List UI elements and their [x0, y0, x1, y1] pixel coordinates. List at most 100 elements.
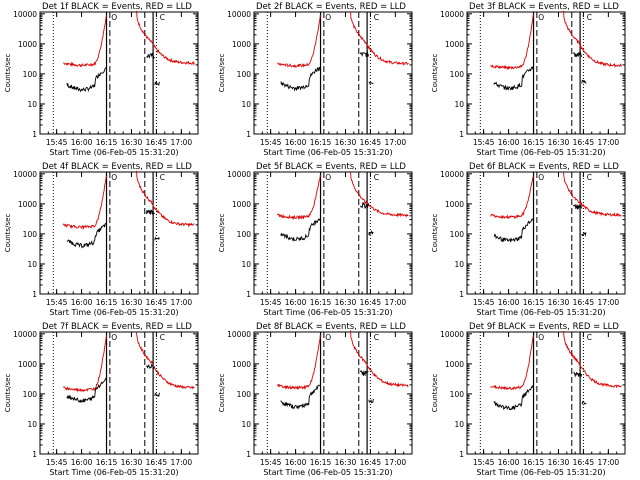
- lld-series-line: [563, 10, 622, 68]
- detector-panel: Det 2f BLACK = Events, RED = LLD 1 10 100 10…: [218, 2, 413, 157]
- y-tick-label: 10: [241, 100, 251, 109]
- x-tick-label: 17:00: [385, 458, 407, 467]
- lld-series-line: [276, 175, 321, 221]
- marker-c: C: [587, 13, 592, 22]
- lld-series-line: [350, 11, 409, 67]
- x-tick-label: 15:45: [473, 298, 495, 307]
- x-tick-label: 16:45: [360, 138, 382, 147]
- y-tick-label: 10000: [440, 330, 464, 339]
- x-tick-label: 16:45: [573, 138, 595, 147]
- panel-title: Det 5f BLACK = Events, RED = LLD: [256, 162, 406, 172]
- x-tick-label: 15:45: [260, 298, 282, 307]
- plot-frame: [39, 11, 199, 135]
- plot-frame: [39, 331, 199, 455]
- detector-panel: Det 4f BLACK = Events, RED = LLD 1 10 100 10…: [4, 162, 199, 317]
- y-tick-label: 1000: [445, 40, 464, 49]
- x-tick-label: 16:30: [335, 458, 357, 467]
- x-axis-label: Start Time (06-Feb-05 15:31:20): [476, 308, 605, 317]
- x-axis-label: Start Time (06-Feb-05 15:31:20): [263, 148, 392, 157]
- x-tick-label: 16:30: [335, 298, 357, 307]
- x-tick-label: 16:45: [146, 298, 168, 307]
- y-tick-label: 100: [237, 70, 252, 79]
- y-tick-label: 1000: [445, 360, 464, 369]
- lld-series-line: [563, 172, 622, 217]
- lld-series-line: [277, 14, 321, 68]
- y-axis-label: Counts/sec: [431, 54, 439, 93]
- events-series-line: [493, 66, 534, 91]
- marker-o: O: [325, 13, 331, 22]
- events-series-line: [154, 236, 160, 241]
- lld-series-line: [350, 330, 409, 388]
- panel-title: Det 4f BLACK = Events, RED = LLD: [42, 162, 192, 172]
- lld-series-line: [563, 330, 622, 389]
- x-tick-label: 17:00: [598, 458, 620, 467]
- events-series-line: [573, 371, 583, 378]
- x-tick-label: 16:15: [523, 138, 545, 147]
- y-tick-label: 100: [237, 390, 252, 399]
- detector-panel: Det 3f BLACK = Events, RED = LLD 1 10 100 10…: [431, 2, 626, 157]
- y-tick-label: 100: [450, 230, 465, 239]
- panel-title: Det 9f BLACK = Events, RED = LLD: [469, 322, 619, 332]
- x-tick-label: 16:45: [146, 138, 168, 147]
- events-series-line: [280, 66, 321, 92]
- events-series-line: [493, 218, 534, 243]
- y-axis-label: Counts/sec: [4, 214, 12, 253]
- x-tick-label: 15:45: [46, 458, 68, 467]
- marker-c: C: [374, 13, 379, 22]
- lld-series-line: [350, 172, 409, 218]
- x-tick-label: 15:45: [46, 138, 68, 147]
- x-tick-label: 15:45: [473, 138, 495, 147]
- plot-frame: [253, 171, 413, 295]
- events-series-line: [146, 52, 155, 60]
- events-series-line: [280, 217, 321, 242]
- x-tick-label: 17:00: [385, 138, 407, 147]
- y-tick-label: 1: [246, 290, 251, 299]
- y-tick-label: 1000: [18, 40, 37, 49]
- events-series-line: [368, 81, 374, 85]
- panel-title: Det 8f BLACK = Events, RED = LLD: [256, 322, 406, 332]
- detector-panel: Det 8f BLACK = Events, RED = LLD 1 10 100 10…: [218, 322, 413, 477]
- marker-c: C: [587, 173, 592, 182]
- y-tick-label: 10: [241, 260, 251, 269]
- x-tick-label: 16:30: [548, 138, 570, 147]
- y-tick-label: 100: [450, 390, 465, 399]
- panel-title: Det 7f BLACK = Events, RED = LLD: [42, 322, 192, 332]
- marker-o: O: [325, 333, 331, 342]
- lld-series-line: [136, 170, 195, 228]
- x-axis-label: Start Time (06-Feb-05 15:31:20): [476, 468, 605, 477]
- panel-title: Det 2f BLACK = Events, RED = LLD: [256, 2, 406, 12]
- plot-frame: [466, 11, 626, 135]
- events-series-line: [154, 80, 160, 87]
- y-tick-label: 100: [23, 230, 38, 239]
- events-series-line: [359, 50, 370, 57]
- x-tick-label: 16:00: [285, 298, 307, 307]
- events-series-line: [573, 204, 583, 210]
- events-series-line: [145, 209, 155, 215]
- events-series-line: [146, 363, 155, 370]
- x-tick-label: 15:45: [473, 458, 495, 467]
- lld-series-line: [62, 175, 107, 231]
- y-axis-label: Counts/sec: [4, 54, 12, 93]
- events-series-line: [368, 229, 374, 237]
- marker-o: O: [538, 13, 544, 22]
- y-tick-label: 100: [23, 70, 38, 79]
- x-tick-label: 16:15: [310, 298, 332, 307]
- x-tick-label: 16:00: [498, 138, 520, 147]
- x-tick-label: 16:30: [548, 298, 570, 307]
- y-tick-label: 1: [459, 130, 464, 139]
- plot-frame: [39, 171, 199, 295]
- y-tick-label: 10: [27, 260, 37, 269]
- y-tick-label: 100: [450, 70, 465, 79]
- x-tick-label: 16:00: [285, 138, 307, 147]
- x-tick-label: 16:15: [523, 458, 545, 467]
- events-series-line: [360, 370, 369, 377]
- x-tick-label: 16:30: [121, 138, 143, 147]
- marker-o: O: [111, 333, 117, 342]
- y-tick-label: 100: [23, 390, 38, 399]
- x-axis-label: Start Time (06-Feb-05 15:31:20): [263, 468, 392, 477]
- x-tick-label: 16:45: [360, 458, 382, 467]
- y-tick-label: 1000: [232, 200, 251, 209]
- y-tick-label: 10000: [227, 170, 251, 179]
- y-tick-label: 1000: [18, 200, 37, 209]
- y-axis-label: Counts/sec: [218, 214, 226, 253]
